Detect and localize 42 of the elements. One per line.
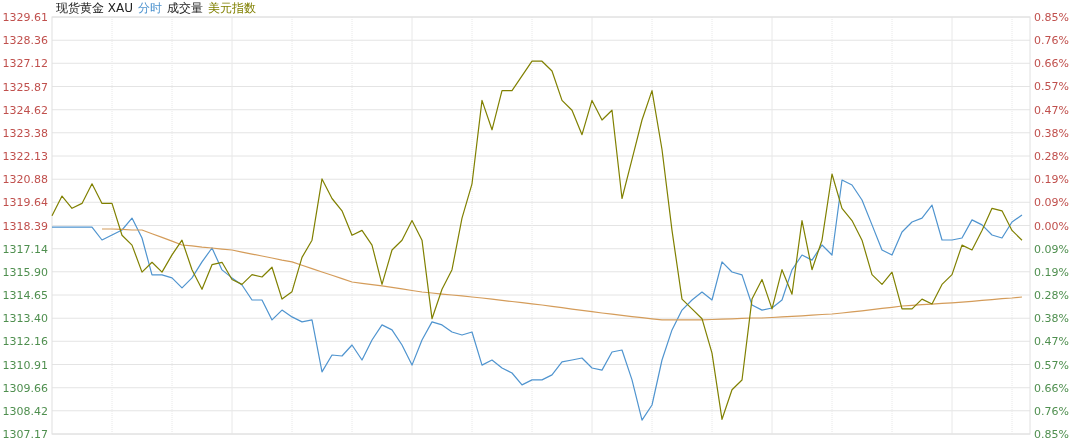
text: 分时 — [138, 1, 163, 15]
y2-tick-label: 0.19% — [1034, 265, 1069, 279]
y2-tick-label: 0.76% — [1034, 34, 1069, 48]
y-tick-label: 1328.36 — [2, 34, 48, 48]
y2-tick-label: 0.76% — [1034, 404, 1069, 418]
y-tick-label: 1308.42 — [2, 404, 48, 418]
y-tick-label: 1319.64 — [2, 196, 48, 210]
y2-tick-label: 0.85% — [1034, 11, 1069, 24]
y2-tick-label: 0.09% — [1034, 242, 1069, 256]
y-tick-label: 1313.40 — [2, 312, 48, 326]
y-tick-label: 1323.38 — [2, 126, 48, 140]
y-tick-label: 1320.88 — [2, 173, 48, 187]
y-tick-label: 1317.14 — [2, 242, 48, 256]
chart-title: 现货黄金 XAU — [56, 1, 134, 15]
y-tick-label: 1318.39 — [2, 219, 48, 233]
y-tick-label: 1314.65 — [2, 289, 48, 302]
y-tick-label: 1312.16 — [2, 335, 48, 349]
text: 美元指数 — [208, 1, 257, 15]
text: 成交量 — [167, 1, 204, 15]
y2-tick-label: 0.57% — [1034, 358, 1069, 372]
y-tick-label: 1325.87 — [2, 80, 48, 94]
y2-tick-label: 0.09% — [1034, 196, 1069, 210]
y-tick-label: 1315.90 — [2, 265, 48, 279]
y2-tick-label: 0.66% — [1034, 381, 1069, 395]
y2-tick-label: 0.47% — [1034, 103, 1069, 117]
y2-tick-label: 0.19% — [1034, 173, 1069, 187]
y-tick-label: 1309.66 — [2, 381, 48, 395]
y2-tick-label: 0.47% — [1034, 335, 1069, 349]
y2-tick-label: 0.57% — [1034, 80, 1069, 94]
y2-tick-label: 0.38% — [1034, 312, 1069, 326]
y-tick-label: 1327.12 — [2, 57, 48, 71]
y-tick-label: 1307.17 — [2, 428, 48, 439]
y-tick-label: 1324.62 — [2, 103, 48, 117]
y-tick-label: 1322.13 — [2, 150, 48, 163]
y-tick-label: 1310.91 — [2, 358, 48, 372]
y2-tick-label: 0.28% — [1034, 288, 1069, 302]
y2-tick-label: 0.28% — [1034, 150, 1069, 164]
y2-tick-label: 0.00% — [1034, 219, 1069, 233]
y2-tick-label: 0.38% — [1034, 126, 1069, 140]
y-tick-label: 1329.61 — [2, 11, 48, 24]
y2-tick-label: 0.85% — [1034, 428, 1069, 439]
y2-tick-label: 0.66% — [1034, 57, 1069, 71]
